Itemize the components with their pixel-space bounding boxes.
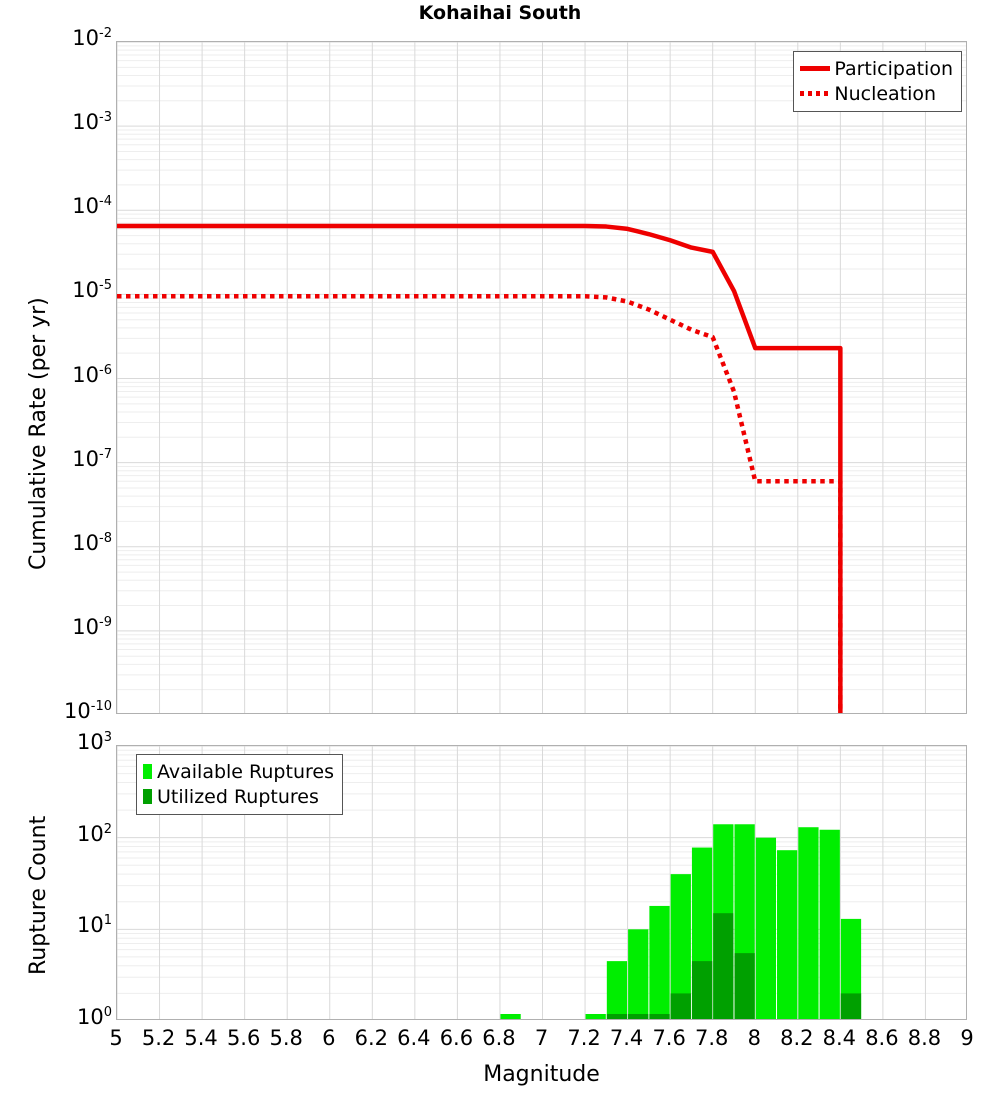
xtick-label: 5.8 bbox=[269, 1026, 303, 1050]
legend-item-participation[interactable]: Participation bbox=[800, 56, 953, 81]
xtick-label: 5.6 bbox=[226, 1026, 261, 1050]
xtick-label: 6 bbox=[322, 1026, 336, 1050]
ytick-label: 10-9 bbox=[72, 614, 112, 639]
xtick-label: 6.4 bbox=[397, 1026, 431, 1050]
xtick-label: 8.2 bbox=[780, 1026, 814, 1050]
top-legend: Participation Nucleation bbox=[793, 51, 962, 112]
xtick-label: 6.8 bbox=[482, 1026, 516, 1050]
legend-label-participation: Participation bbox=[834, 57, 953, 80]
ytick-label: 10-7 bbox=[72, 446, 112, 471]
ytick-label: 10-8 bbox=[72, 530, 112, 555]
legend-label-available-ruptures: Available Ruptures bbox=[157, 760, 334, 783]
xtick-label: 8.8 bbox=[907, 1026, 942, 1050]
ytick-label: 100 bbox=[76, 1005, 112, 1029]
xtick-label: 7.4 bbox=[609, 1026, 644, 1050]
top-ytick-column: 10-2 10-3 10-4 10-5 10-6 10-7 10-8 10-9 10-10 bbox=[0, 0, 112, 760]
ytick-label: 10-4 bbox=[72, 194, 112, 219]
ytick-label: 10-5 bbox=[72, 278, 112, 303]
xtick-label: 9 bbox=[960, 1026, 974, 1050]
xtick-label: 8 bbox=[747, 1026, 761, 1050]
xtick-label: 7 bbox=[534, 1026, 549, 1050]
bottom-ytick-column: 103 102 101 100 bbox=[0, 0, 112, 1060]
utilized-ruptures-swatch-icon bbox=[143, 789, 152, 804]
top-grid bbox=[117, 42, 966, 713]
xtick-label: 8.4 bbox=[822, 1026, 857, 1050]
participation-line-swatch-icon bbox=[800, 66, 831, 71]
xtick-label: 6.6 bbox=[439, 1026, 474, 1050]
rupture-bars bbox=[500, 824, 862, 1019]
ytick-label: 102 bbox=[76, 821, 112, 846]
xtick-label: 8.6 bbox=[865, 1026, 899, 1050]
xaxis-title: Magnitude bbox=[483, 1062, 600, 1087]
mfd-plot-panel: Participation Nucleation bbox=[116, 41, 967, 714]
xtick-label: 5 bbox=[109, 1026, 123, 1050]
xtick-label: 6.2 bbox=[354, 1026, 388, 1050]
xtick-label: 5.4 bbox=[184, 1026, 218, 1050]
top-series-lines bbox=[117, 223, 843, 713]
legend-item-available-ruptures[interactable]: Available Ruptures bbox=[143, 759, 334, 784]
xtick-label: 7.8 bbox=[694, 1026, 729, 1050]
legend-item-utilized-ruptures[interactable]: Utilized Ruptures bbox=[143, 784, 334, 809]
legend-item-nucleation[interactable]: Nucleation bbox=[800, 81, 953, 106]
ytick-label: 101 bbox=[76, 913, 112, 938]
rupture-count-panel: Available Ruptures Utilized Ruptures bbox=[116, 745, 967, 1020]
nucleation-dotted-swatch-icon bbox=[800, 91, 831, 96]
page-title: Kohaihai South bbox=[418, 2, 582, 24]
xtick-label: 7.6 bbox=[652, 1026, 686, 1050]
ytick-label: 10-3 bbox=[72, 110, 112, 135]
legend-label-nucleation: Nucleation bbox=[834, 82, 937, 105]
ytick-label: 103 bbox=[76, 730, 112, 754]
legend-label-utilized-ruptures: Utilized Ruptures bbox=[157, 785, 319, 808]
ytick-label: 10-2 bbox=[72, 26, 112, 50]
bottom-yaxis-title: Rupture Count bbox=[26, 815, 51, 975]
xtick-label: 7.2 bbox=[567, 1026, 601, 1050]
ytick-label: 10-10 bbox=[64, 699, 112, 723]
bottom-legend: Available Ruptures Utilized Ruptures bbox=[136, 754, 343, 815]
xtick-label: 5.2 bbox=[141, 1026, 176, 1050]
available-ruptures-swatch-icon bbox=[143, 764, 152, 779]
ytick-label: 10-6 bbox=[72, 362, 112, 387]
